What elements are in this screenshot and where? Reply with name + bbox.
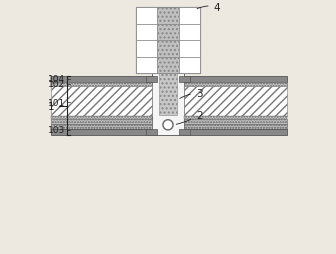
Bar: [136, 25, 158, 41]
Text: 104: 104: [48, 75, 65, 84]
Text: 4: 4: [197, 3, 220, 13]
Bar: [51, 83, 152, 87]
Bar: [152, 74, 184, 136]
Bar: [136, 41, 158, 58]
Text: 1: 1: [48, 101, 55, 111]
Bar: [184, 119, 287, 124]
Bar: [158, 41, 178, 58]
Bar: [136, 8, 158, 25]
Bar: [158, 58, 178, 74]
Text: 101: 101: [48, 99, 65, 108]
Bar: [51, 119, 152, 124]
Bar: [158, 8, 178, 25]
Bar: [184, 117, 287, 119]
Bar: [184, 130, 287, 136]
Bar: [179, 130, 190, 136]
Bar: [51, 117, 152, 119]
Bar: [178, 8, 200, 25]
Bar: [51, 76, 152, 83]
Bar: [51, 87, 152, 117]
Bar: [178, 58, 200, 74]
Bar: [184, 87, 287, 117]
Bar: [136, 58, 158, 74]
Text: 3: 3: [180, 89, 203, 99]
Bar: [146, 76, 157, 83]
Bar: [159, 74, 177, 116]
Bar: [184, 124, 287, 130]
Text: 102: 102: [48, 80, 65, 89]
Bar: [184, 76, 287, 83]
Bar: [136, 8, 200, 74]
Text: 2: 2: [176, 110, 203, 125]
Bar: [158, 25, 178, 41]
Bar: [178, 41, 200, 58]
Bar: [178, 25, 200, 41]
Bar: [51, 124, 152, 130]
Bar: [184, 83, 287, 87]
Bar: [179, 76, 190, 83]
Text: 103: 103: [48, 126, 65, 135]
Bar: [51, 130, 152, 136]
Circle shape: [163, 120, 173, 130]
Bar: [146, 130, 157, 136]
